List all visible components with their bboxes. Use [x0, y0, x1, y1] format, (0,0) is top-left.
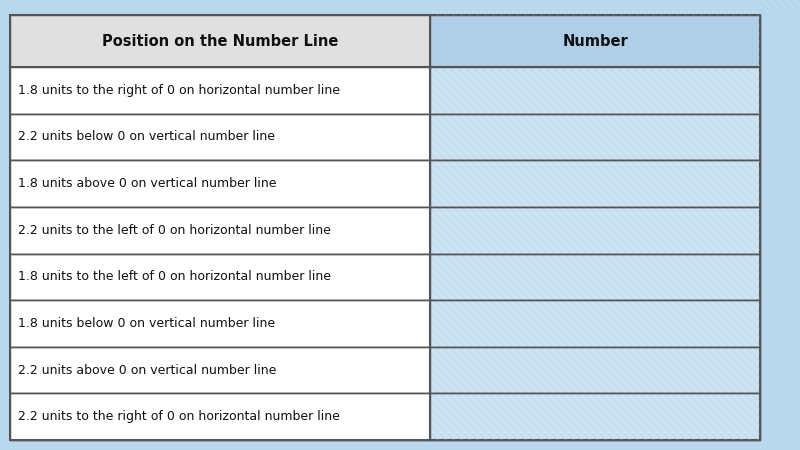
- Bar: [430, 160, 760, 207]
- Text: 1.8 units below 0 on vertical number line: 1.8 units below 0 on vertical number lin…: [18, 317, 275, 330]
- Text: 1.8 units to the left of 0 on horizontal number line: 1.8 units to the left of 0 on horizontal…: [18, 270, 331, 284]
- Bar: [10, 113, 430, 160]
- Text: 2.2 units to the left of 0 on horizontal number line: 2.2 units to the left of 0 on horizontal…: [18, 224, 331, 237]
- Bar: [430, 207, 760, 253]
- Text: 1.8 units above 0 on vertical number line: 1.8 units above 0 on vertical number lin…: [18, 177, 277, 190]
- Bar: [10, 15, 430, 67]
- Bar: [430, 347, 760, 393]
- Bar: [430, 15, 760, 67]
- Text: Position on the Number Line: Position on the Number Line: [102, 33, 338, 49]
- Bar: [10, 67, 430, 113]
- Text: 2.2 units below 0 on vertical number line: 2.2 units below 0 on vertical number lin…: [18, 130, 275, 144]
- Bar: [430, 113, 760, 160]
- Bar: [430, 300, 760, 347]
- Text: Number: Number: [562, 33, 628, 49]
- Bar: [10, 207, 430, 253]
- Bar: [430, 67, 760, 113]
- Bar: [430, 253, 760, 300]
- Bar: [10, 393, 430, 440]
- Text: 2.2 units to the right of 0 on horizontal number line: 2.2 units to the right of 0 on horizonta…: [18, 410, 340, 423]
- Text: 2.2 units above 0 on vertical number line: 2.2 units above 0 on vertical number lin…: [18, 364, 276, 377]
- Text: 1.8 units to the right of 0 on horizontal number line: 1.8 units to the right of 0 on horizonta…: [18, 84, 340, 97]
- Bar: [10, 160, 430, 207]
- Bar: [10, 253, 430, 300]
- Bar: [10, 300, 430, 347]
- Bar: [430, 393, 760, 440]
- Bar: [10, 347, 430, 393]
